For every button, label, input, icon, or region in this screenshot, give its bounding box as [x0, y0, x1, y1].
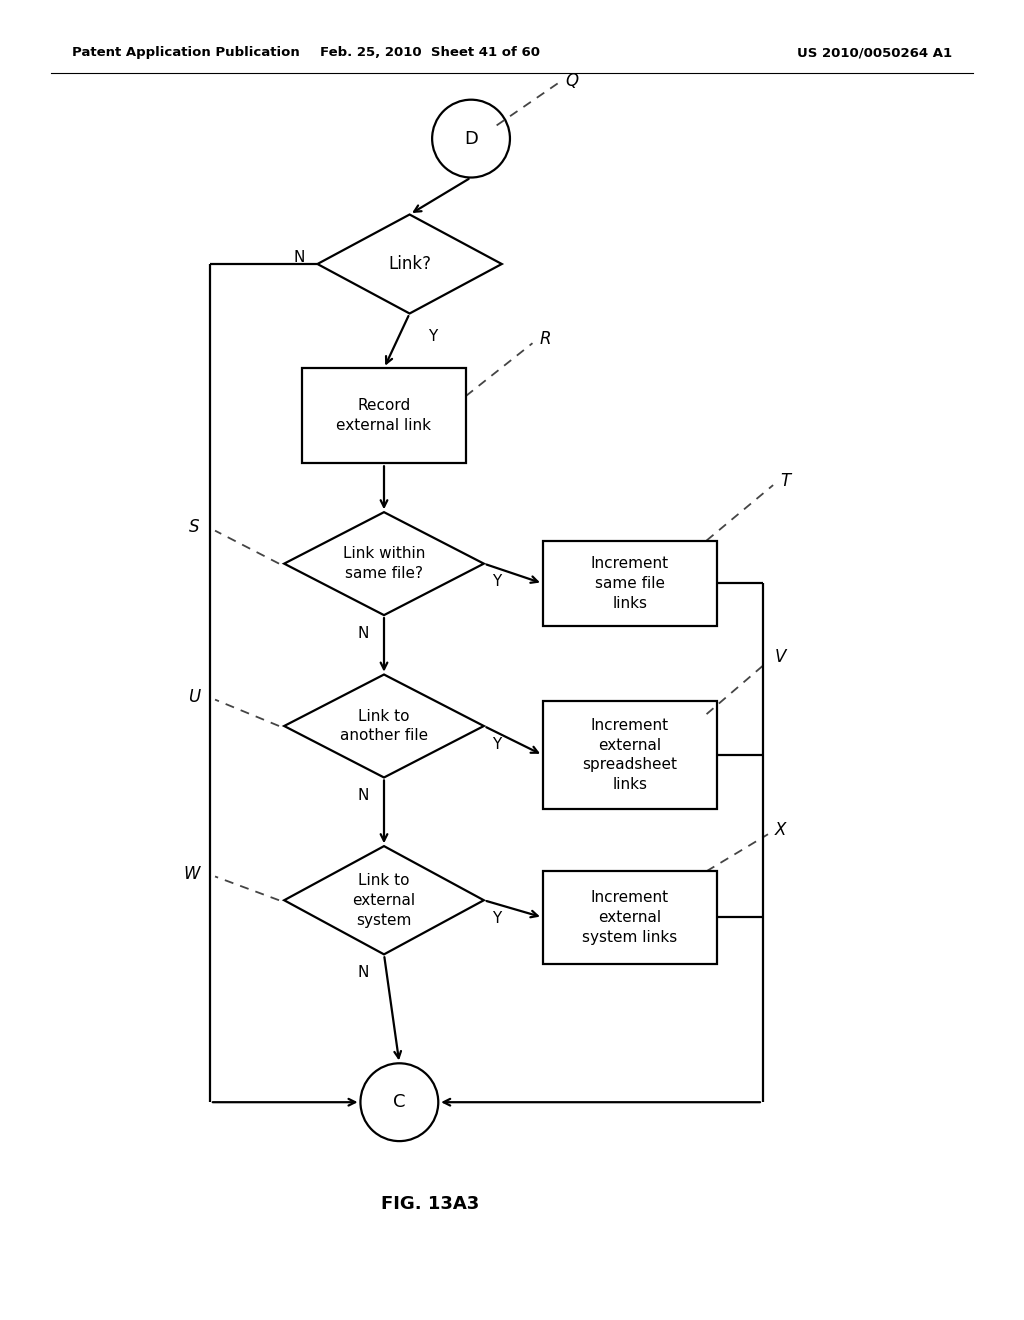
Text: US 2010/0050264 A1: US 2010/0050264 A1 — [798, 46, 952, 59]
Text: Y: Y — [493, 574, 502, 589]
Text: Increment
external
spreadsheet
links: Increment external spreadsheet links — [583, 718, 677, 792]
Text: N: N — [294, 249, 305, 265]
Text: Link to
external
system: Link to external system — [352, 873, 416, 928]
Text: Record
external link: Record external link — [337, 399, 431, 433]
Text: T: T — [780, 473, 791, 490]
Text: FIG. 13A3: FIG. 13A3 — [381, 1195, 479, 1213]
Text: Link?: Link? — [388, 255, 431, 273]
Text: D: D — [464, 129, 478, 148]
Text: C: C — [393, 1093, 406, 1111]
Text: Q: Q — [565, 71, 579, 90]
Bar — [543, 871, 717, 964]
Text: Increment
same file
links: Increment same file links — [591, 556, 669, 611]
Text: N: N — [357, 626, 369, 640]
Text: Link to
another file: Link to another file — [340, 709, 428, 743]
Text: V: V — [775, 648, 786, 667]
Text: Feb. 25, 2010  Sheet 41 of 60: Feb. 25, 2010 Sheet 41 of 60 — [321, 46, 540, 59]
Text: N: N — [357, 788, 369, 803]
Text: N: N — [357, 965, 369, 979]
Text: R: R — [540, 330, 551, 348]
Text: Y: Y — [493, 737, 502, 751]
Text: Y: Y — [428, 329, 437, 345]
Bar — [302, 368, 466, 463]
Bar — [543, 541, 717, 626]
Text: Increment
external
system links: Increment external system links — [582, 890, 678, 945]
Text: S: S — [189, 517, 200, 536]
Text: Patent Application Publication: Patent Application Publication — [72, 46, 299, 59]
Text: U: U — [187, 688, 200, 706]
Bar — [543, 701, 717, 809]
Text: Y: Y — [493, 911, 502, 925]
Text: W: W — [183, 865, 200, 883]
Text: Link within
same file?: Link within same file? — [343, 546, 425, 581]
Text: X: X — [775, 821, 786, 840]
